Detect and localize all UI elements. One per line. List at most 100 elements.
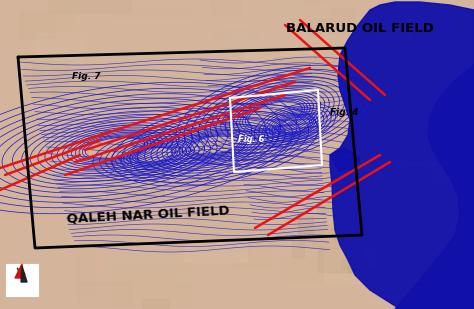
Bar [185,239,247,262]
Bar [25,61,68,83]
Text: QALEH NAR OIL FIELD: QALEH NAR OIL FIELD [66,204,230,226]
Bar [405,5,435,41]
Bar [392,250,404,258]
Bar [284,88,331,116]
Bar [397,162,474,181]
Bar [378,132,425,141]
Bar [305,178,356,222]
Bar [269,223,284,243]
Bar [194,91,228,132]
Polygon shape [21,266,27,282]
Bar [149,70,236,83]
Bar [446,234,474,279]
Bar [466,214,474,222]
Bar [36,33,84,68]
Bar [467,272,474,282]
Bar [189,181,239,199]
Bar [334,49,396,58]
Bar [57,0,74,28]
Bar [317,199,346,212]
Bar [392,2,417,18]
Bar [65,216,108,232]
Bar [306,185,378,213]
Bar [105,113,159,139]
Bar [255,126,309,143]
Bar [461,247,474,268]
Bar [159,121,207,146]
Bar [390,82,435,121]
Bar [78,283,131,304]
Bar [341,259,366,269]
Bar [382,40,464,81]
Bar [97,132,140,157]
Bar [203,85,273,124]
Bar [273,57,358,92]
Bar [76,250,95,293]
Bar [324,246,380,283]
Bar [115,136,197,174]
Bar [167,81,210,106]
Bar [392,103,429,129]
Bar [374,19,412,43]
Bar [342,188,371,226]
Bar [395,214,460,235]
Bar [425,205,458,214]
Bar [436,32,458,53]
Bar [429,230,474,253]
Bar [143,299,168,309]
Bar [80,75,155,104]
Bar [258,188,274,206]
Bar [61,168,81,180]
Bar [230,94,301,106]
Bar [319,248,362,272]
Bar [392,93,426,118]
Bar [3,273,50,300]
Bar [195,129,255,157]
Bar [186,67,252,101]
Bar [276,98,345,115]
Bar [466,75,474,116]
Bar [392,246,405,266]
Bar [299,226,341,247]
Bar [435,223,468,246]
Bar [453,168,474,178]
Bar [397,207,428,226]
Bar [115,264,192,306]
Bar [424,260,460,265]
Bar [334,218,356,239]
Bar [248,61,335,94]
Bar [174,271,219,281]
Bar [459,174,474,196]
Bar [106,163,164,201]
Bar [212,116,248,157]
Bar [224,30,249,49]
Bar [212,0,240,13]
Bar [317,162,399,180]
Bar [370,284,394,298]
Polygon shape [395,65,474,309]
Bar [213,31,257,39]
Bar [445,149,474,170]
Bar [349,238,379,260]
Bar [267,0,311,9]
Bar [276,212,310,239]
Polygon shape [15,264,23,278]
Text: Fig. 7: Fig. 7 [72,72,100,81]
Bar [385,171,402,209]
Bar [344,138,420,150]
Bar [112,8,189,18]
Bar [355,22,436,49]
Bar [411,257,456,273]
Bar [441,258,474,301]
Bar [393,0,429,35]
Bar [365,270,402,281]
Bar [444,31,466,47]
Bar [437,289,474,300]
Bar [379,115,409,155]
Bar [48,0,130,12]
Bar [399,40,462,66]
Bar [339,160,407,178]
Bar [456,0,474,11]
Bar [303,0,325,1]
Text: Fig. 4: Fig. 4 [330,108,358,117]
